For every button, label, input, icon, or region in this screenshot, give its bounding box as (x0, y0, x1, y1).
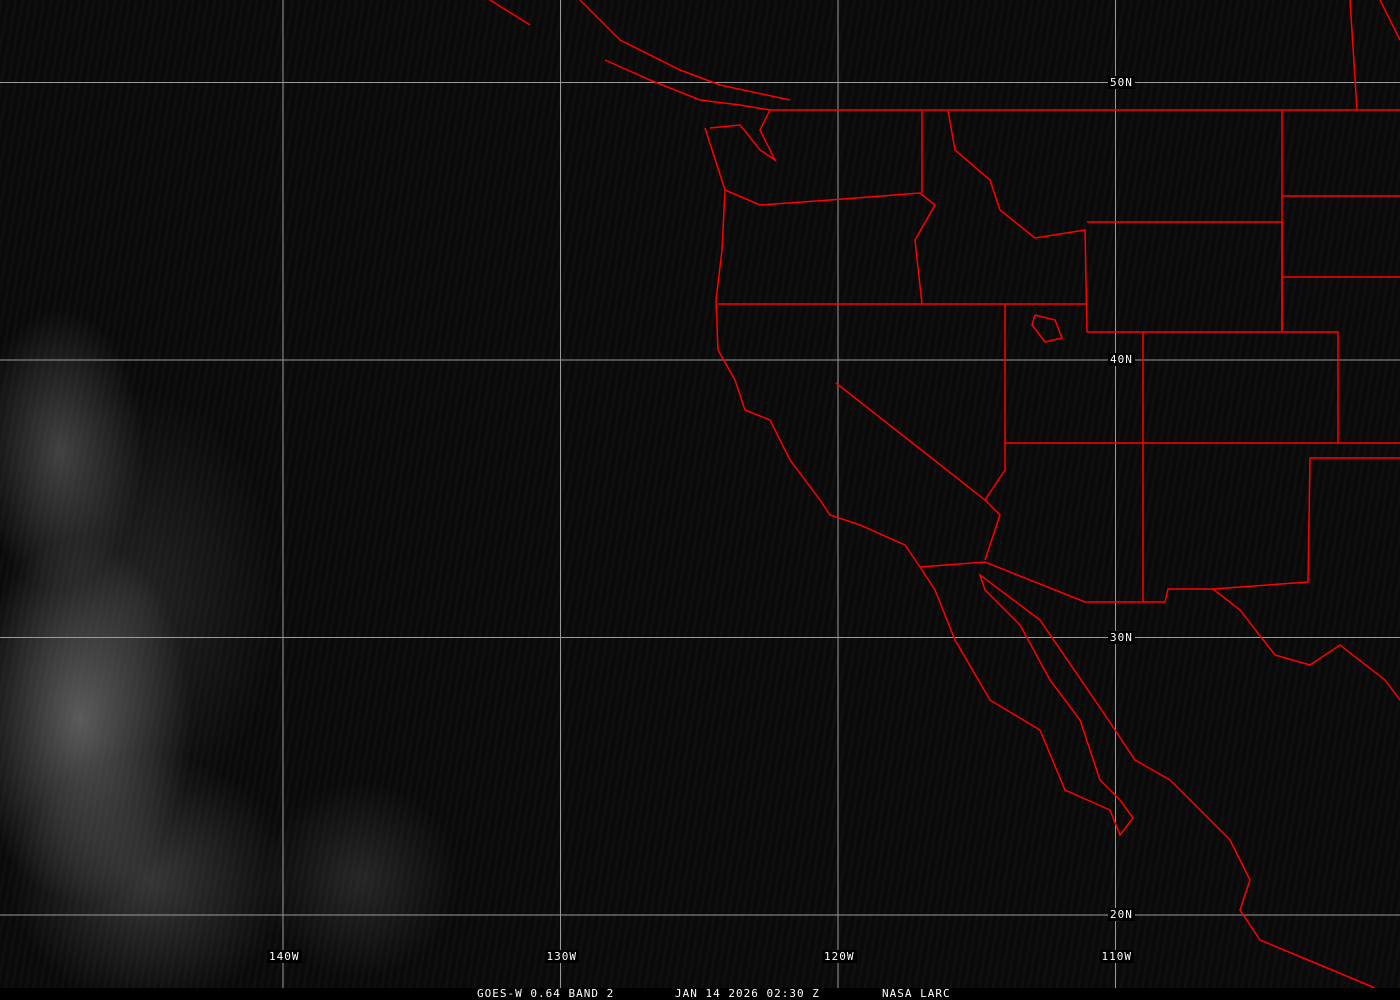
canada-ne (1379, 0, 1400, 41)
coastlines-borders (489, 0, 1400, 988)
latitude-label: 20N (1108, 908, 1135, 921)
wy (1087, 221, 1283, 332)
nm-east (1212, 457, 1400, 590)
longitude-label: 130W (544, 950, 579, 963)
wa-or (724, 189, 936, 305)
canada-east (1349, 0, 1358, 111)
nv-east (984, 304, 1006, 501)
longitude-label: 140W (267, 950, 302, 963)
coast-bc (489, 0, 531, 26)
product-label: GOES-W 0.64 BAND 2 (477, 987, 615, 1000)
coast-west (704, 127, 1376, 988)
ut-north (1087, 331, 1339, 443)
id-mt (947, 109, 1088, 333)
coast-bc2 (579, 0, 791, 101)
source-label: NASA LARC (882, 987, 951, 1000)
latitude-label: 50N (1108, 75, 1135, 89)
ca-nv (835, 382, 1001, 561)
image-caption: GOES-W 0.64 BAND 2 JAN 14 2026 02:30 Z N… (0, 988, 1400, 1000)
datetime-label: JAN 14 2026 02:30 Z (675, 987, 820, 1000)
coast-salish (604, 59, 777, 163)
latitude-label: 30N (1108, 630, 1135, 644)
great-salt-lake (1031, 314, 1064, 343)
longitude-label: 120W (822, 950, 857, 963)
us-mx (919, 561, 1400, 701)
latitude-label: 40N (1108, 353, 1135, 366)
longitude-label: 110W (1099, 950, 1134, 963)
